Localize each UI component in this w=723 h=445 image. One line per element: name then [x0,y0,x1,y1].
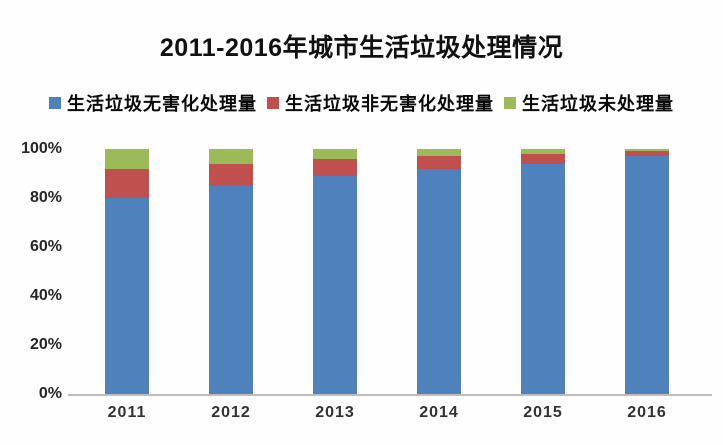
legend-item-2: 生活垃圾未处理量 [504,90,674,116]
y-axis-tick-label: 0% [38,385,62,402]
bar-segment [105,168,149,198]
bar-segment [417,168,461,394]
x-axis-line [68,394,712,396]
bar-segment [521,149,565,154]
x-axis-label: 2013 [315,404,355,421]
legend-swatch-icon [504,97,516,109]
x-axis-label: 2016 [627,404,667,421]
legend-label: 生活垃圾无害化处理量 [67,94,257,114]
bar-segment [625,156,669,394]
bar-segment [417,149,461,157]
legend: 生活垃圾无害化处理量 生活垃圾非无害化处理量 生活垃圾未处理量 [0,90,723,116]
bar-segment [625,151,669,157]
y-axis-tick-label: 20% [29,336,62,353]
x-axis-label: 2012 [211,404,251,421]
bar-segment [209,149,253,164]
bar-segment [313,175,357,394]
y-axis-tick-label: 80% [29,189,62,206]
x-axis-label: 2011 [107,404,147,421]
legend-item-1: 生活垃圾非无害化处理量 [267,90,494,116]
legend-swatch-icon [49,97,61,109]
bar-segment [521,153,565,164]
bar-segment [625,149,669,152]
y-axis-tick-label: 100% [21,140,62,157]
bar-segment [313,158,357,176]
legend-swatch-icon [267,97,279,109]
legend-label: 生活垃圾非无害化处理量 [285,94,494,114]
bar-segment [105,149,149,169]
bar-segment [521,163,565,394]
chart-title: 2011-2016年城市生活垃圾处理情况 [159,34,564,62]
bar-segment [105,198,149,394]
y-axis-tick-label: 60% [29,238,62,255]
legend-item-0: 生活垃圾无害化处理量 [49,90,257,116]
bar-segment [209,185,253,394]
bar-segment [209,163,253,186]
bar-segment [417,156,461,169]
bar-segment [313,149,357,159]
legend-label: 生活垃圾未处理量 [522,94,674,114]
x-axis-label: 2014 [419,404,459,421]
x-axis-label: 2015 [523,404,563,421]
y-axis-tick-label: 40% [29,287,62,304]
